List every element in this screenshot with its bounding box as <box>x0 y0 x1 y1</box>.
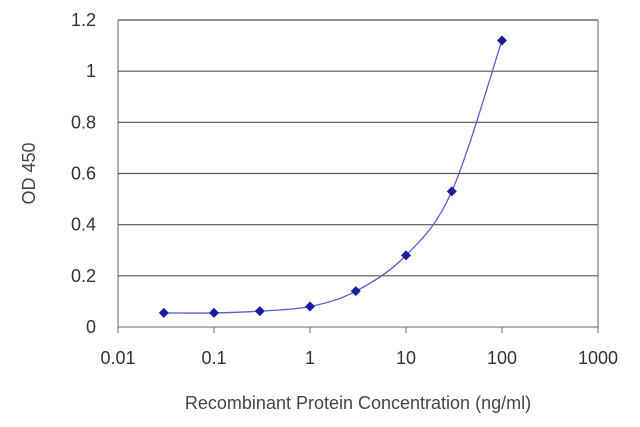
y-tick-label: 1.2 <box>71 10 96 30</box>
y-tick-label: 1 <box>86 61 96 81</box>
y-tick-label: 0.8 <box>71 112 96 132</box>
data-point <box>497 35 507 46</box>
x-tick-label: 10 <box>396 348 416 368</box>
x-tick-label: 100 <box>487 348 517 368</box>
y-tick-label: 0.6 <box>71 164 96 184</box>
fit-curve <box>163 40 503 314</box>
y-tick-label: 0.2 <box>71 266 96 286</box>
y-axis-label: OD 450 <box>19 142 39 204</box>
x-tick-label: 1 <box>305 348 315 368</box>
axes <box>117 20 599 333</box>
x-tick-labels: 0.01 0.1 1 10 100 1000 <box>100 348 618 368</box>
x-axis-label: Recombinant Protein Concentration (ng/ml… <box>185 393 531 413</box>
gridlines <box>118 19 598 277</box>
y-tick-label: 0 <box>86 317 96 337</box>
y-tick-label: 0.4 <box>71 215 96 235</box>
x-tick-label: 0.01 <box>100 348 135 368</box>
data-point <box>305 301 315 312</box>
y-tick-labels: 0 0.2 0.4 0.6 0.8 1 1.2 <box>71 10 96 337</box>
data-point <box>446 186 457 197</box>
data-point <box>401 250 411 261</box>
x-tick-label: 1000 <box>578 348 618 368</box>
x-tick-label: 0.1 <box>201 348 226 368</box>
data-point <box>350 286 361 297</box>
data-point <box>209 307 219 318</box>
data-point <box>158 307 169 318</box>
data-point <box>254 306 265 317</box>
data-points <box>158 35 507 318</box>
